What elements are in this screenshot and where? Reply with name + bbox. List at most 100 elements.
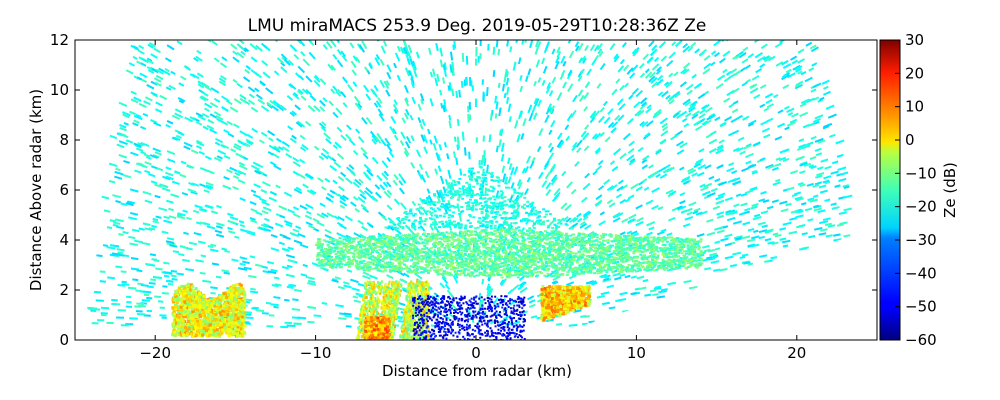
radar-gate [686,211,693,216]
radar-gate [216,155,223,160]
radar-gate [203,222,211,226]
radar-gate [534,213,538,216]
radar-gate [637,146,644,153]
radar-gate [401,227,405,230]
radar-gate [613,55,620,63]
radar-gate [738,211,746,216]
radar-gate [728,162,735,167]
radar-gate [424,269,428,272]
radar-gate [400,131,406,140]
radar-gate [200,91,209,97]
radar-gate [432,258,436,261]
radar-gate [459,168,463,176]
radar-gate [514,210,518,213]
radar-gate [268,196,277,202]
radar-gate [697,248,701,251]
radar-gate [151,257,158,261]
radar-gate [507,198,511,201]
radar-gate [794,191,802,196]
radar-gate [461,52,465,62]
radar-gate [180,75,187,81]
radar-gate [583,91,590,100]
radar-gate [723,77,731,83]
radar-gate [229,166,238,172]
radar-gate [245,138,254,145]
radar-gate [397,250,401,253]
radar-gate [759,103,766,108]
radar-gate [301,88,309,95]
radar-gate [760,190,767,195]
radar-gate [347,248,351,251]
radar-gate [390,225,398,232]
radar-gate [634,269,643,273]
radar-gate [222,184,232,190]
radar-gate [552,234,556,237]
radar-gate [570,188,577,195]
radar-gate [516,179,522,187]
radar-gate [679,81,687,88]
radar-gate [574,41,580,48]
radar-gate [559,73,565,80]
radar-gate [566,181,573,189]
radar-gate [250,189,257,194]
radar-gate [657,206,664,211]
radar-gate [629,158,636,163]
radar-gate [570,227,574,230]
radar-gate [718,57,726,64]
radar-gate [743,261,751,265]
radar-gate [615,78,621,84]
radar-gate [641,154,650,161]
radar-gate [297,316,307,320]
radar-gate [413,212,417,215]
radar-gate [174,170,181,175]
radar-gate [766,103,775,109]
radar-gate [275,184,281,189]
radar-gate [422,200,426,203]
radar-gate [494,95,498,104]
radar-gate [580,270,584,273]
radar-gate [336,126,343,133]
radar-gate [523,196,527,199]
radar-gate [348,164,355,170]
radar-gate [536,212,540,215]
radar-gate [495,241,499,244]
radar-gate [176,213,183,217]
radar-gate [551,270,555,273]
radar-gate [420,174,427,183]
radar-gate [460,80,464,88]
radar-gate [127,286,137,290]
radar-gate [292,170,300,176]
radar-gate [707,248,715,253]
radar-gate [532,112,538,120]
radar-gate [117,284,126,287]
radar-gate [797,48,805,54]
radar-gate [401,218,405,221]
radar-gate [810,46,819,53]
radar-gate [299,204,308,211]
radar-gate [691,113,699,120]
radar-gate [386,64,392,73]
radar-gate [813,120,820,125]
radar-gate [468,175,472,178]
radar-gate [455,157,459,166]
radar-gate [471,205,475,208]
radar-gate [313,75,321,83]
radar-gate [140,62,147,67]
radar-gate [153,47,161,54]
radar-gate [611,88,618,96]
radar-gate [495,101,499,110]
radar-gate [499,279,505,285]
radar-gate [210,87,220,94]
radar-gate [825,234,833,238]
radar-gate [544,160,550,168]
radar-gate [544,210,548,213]
radar-gate [501,173,507,183]
radar-gate [500,142,505,152]
radar-gate [479,197,483,200]
radar-gate [449,222,453,225]
radar-gate [691,110,700,117]
radar-gate [531,201,535,204]
radar-gate [639,72,646,79]
radar-gate [495,179,499,182]
radar-gate [384,137,391,146]
